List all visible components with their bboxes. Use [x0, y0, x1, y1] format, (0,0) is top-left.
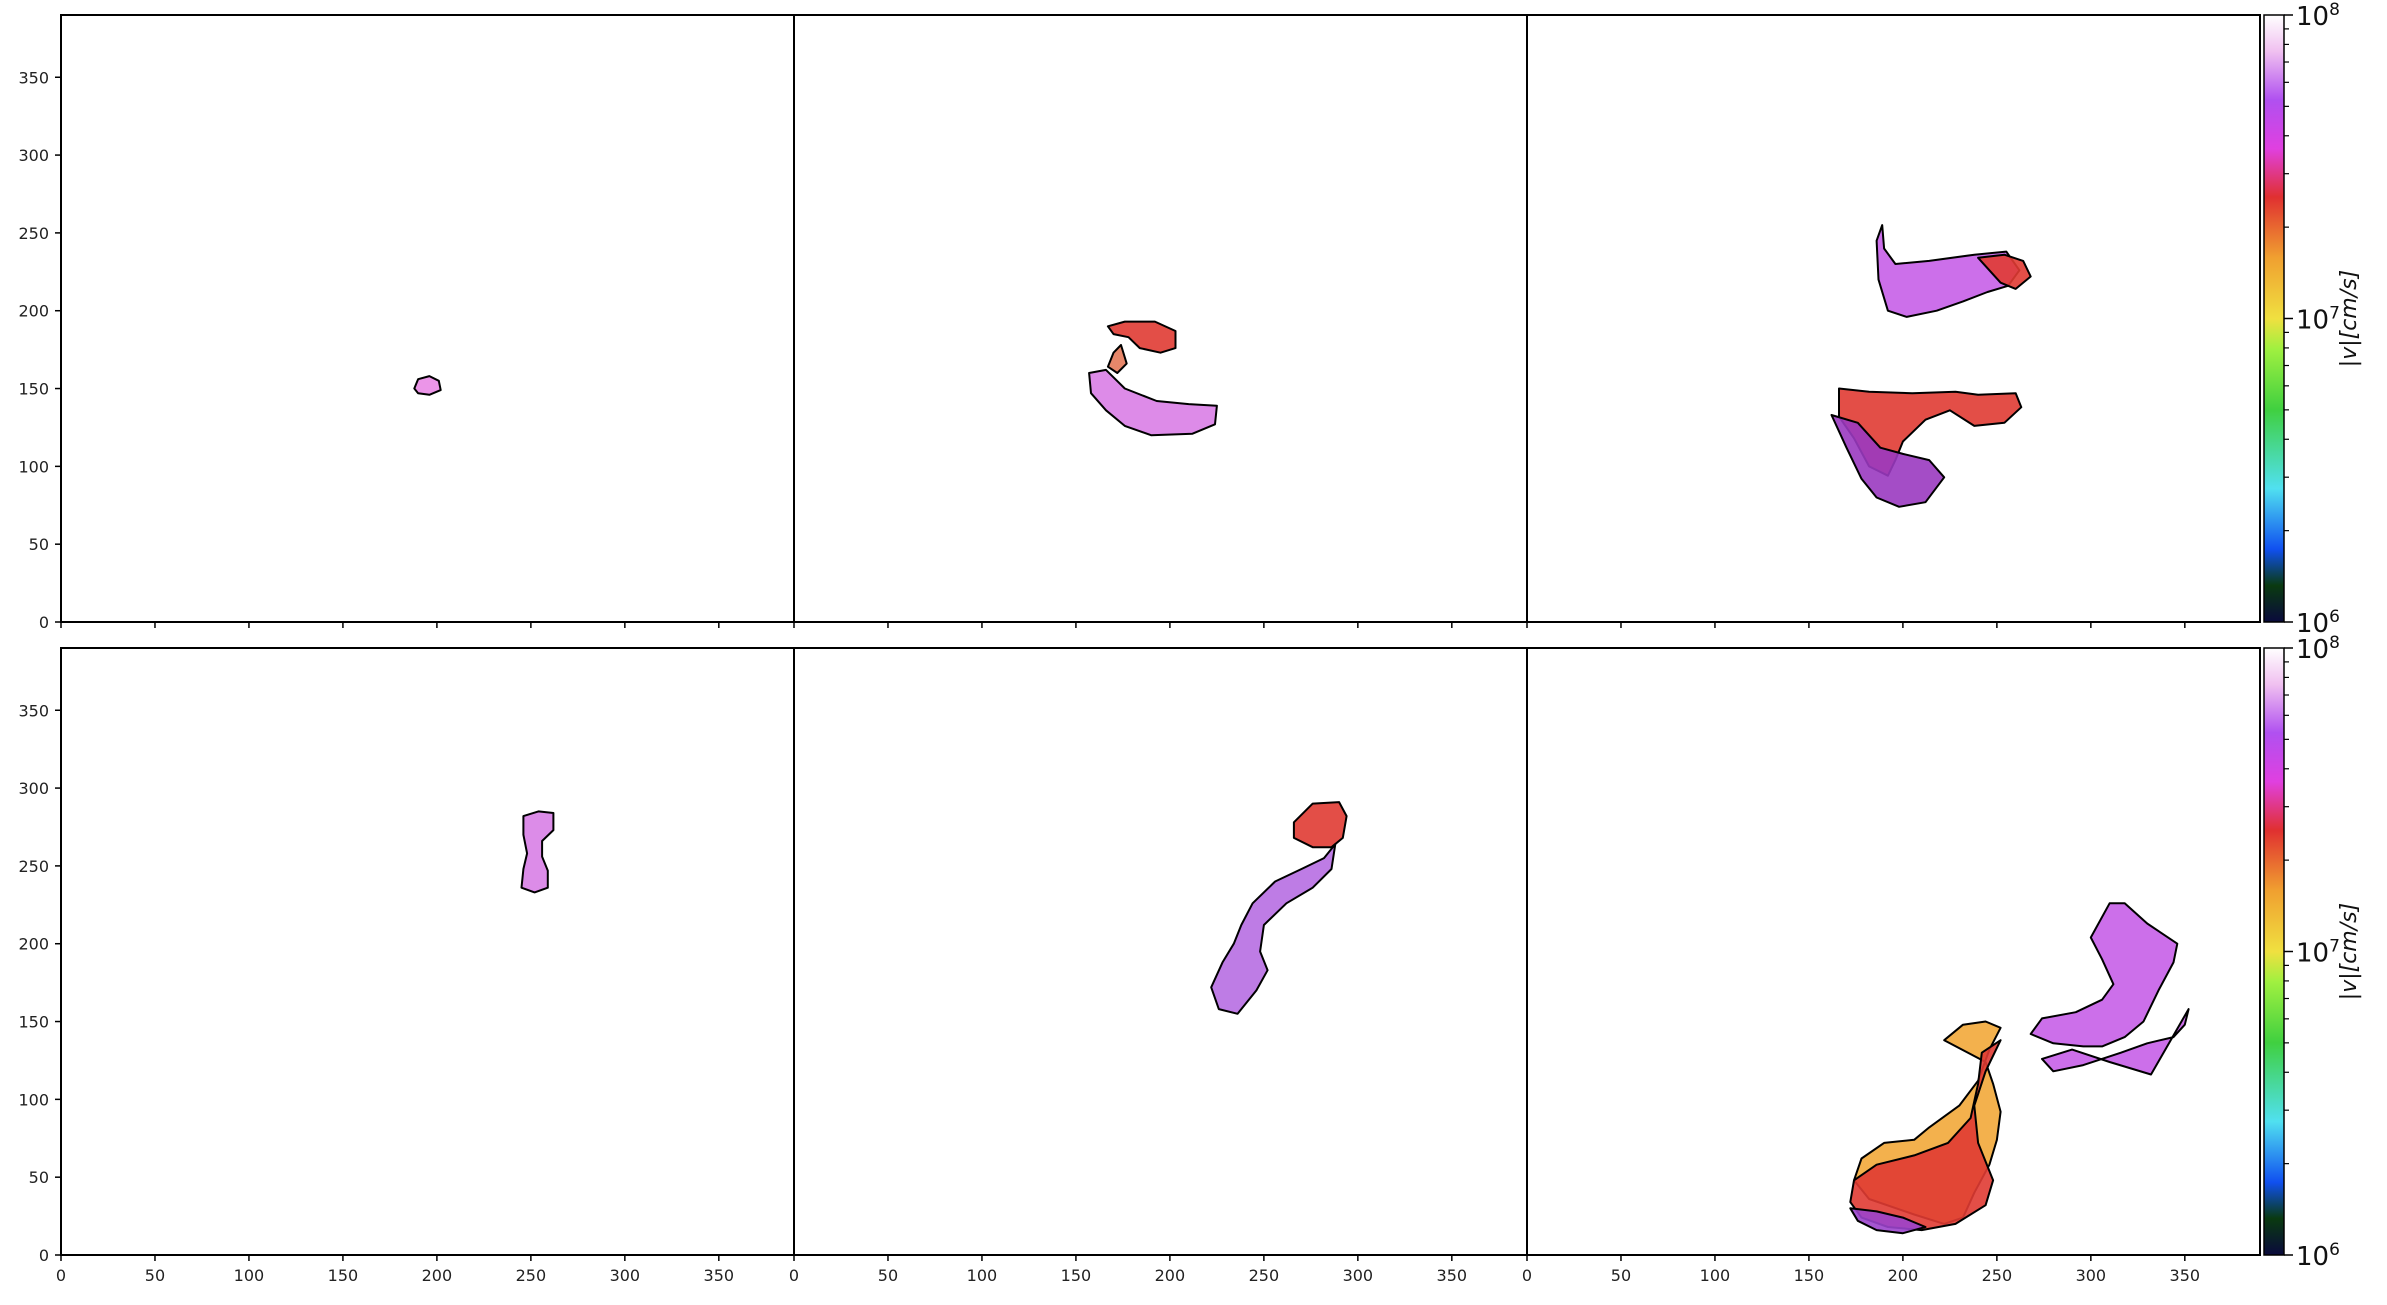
x-tick-label: 100 — [1700, 1266, 1731, 1285]
x-tick-label: 350 — [1437, 1266, 1468, 1285]
x-tick-label: 200 — [1155, 1266, 1186, 1285]
panel-top-left: 0 50 100 150 200 250 300 350 — [18, 14, 795, 632]
x-tick-label: 300 — [1343, 1266, 1374, 1285]
x-tick-label: 250 — [1982, 1266, 2013, 1285]
x-tick-label: 100 — [967, 1266, 998, 1285]
y-tick-label: 250 — [18, 857, 49, 876]
x-tick-label: 50 — [878, 1266, 898, 1285]
velocity-region — [1088, 368, 1218, 437]
y-tick-label: 150 — [18, 380, 49, 399]
velocity-region — [1292, 801, 1348, 849]
y-tick-label: 50 — [29, 535, 49, 554]
colorbar-tick-label: 106 — [2296, 1240, 2340, 1272]
y-tick-label: 350 — [18, 701, 49, 720]
y-tick-label: 200 — [18, 935, 49, 954]
panel-bottom-right: 0 50 100 150 200 250 300 350 — [1522, 647, 2261, 1285]
velocity-region — [1977, 253, 2032, 290]
x-tick-label: 200 — [422, 1266, 453, 1285]
panel-bottom-left: 0 50 100 150 200 250 300 350 0 50 100 150 200 250 300 3… — [18, 647, 795, 1285]
y-tick-label: 350 — [18, 68, 49, 87]
panel-top-right — [1526, 14, 2261, 628]
y-tick-label: 150 — [18, 1013, 49, 1032]
y-tick-label: 50 — [29, 1168, 49, 1187]
axes-frame — [60, 647, 795, 1256]
velocity-region — [1875, 224, 2021, 318]
panels: 0 50 100 150 200 250 300 350 0 50 100 150 200 250 300 3… — [18, 14, 2261, 1285]
y-tick-label: 250 — [18, 224, 49, 243]
x-tick-label: 250 — [1249, 1266, 1280, 1285]
colorbar-tick-label: 108 — [2296, 0, 2340, 32]
x-tick-label: 150 — [1794, 1266, 1825, 1285]
colorbar-tick-label: 108 — [2296, 633, 2340, 665]
y-tick-label: 100 — [18, 457, 49, 476]
y-tick-label: 0 — [39, 613, 49, 632]
axes-frame — [1526, 14, 2261, 623]
x-tick-label: 150 — [1061, 1266, 1092, 1285]
colorbar-tick-label: 107 — [2296, 304, 2340, 336]
colorbar-bottom: 106 107 108 |v|[cm/s] — [2263, 633, 2362, 1272]
panel-top-middle — [793, 14, 1528, 628]
x-tick-label: 300 — [2076, 1266, 2107, 1285]
x-tick-label: 350 — [2170, 1266, 2201, 1285]
x-tick-label: 0 — [56, 1266, 66, 1285]
x-tick-label: 300 — [610, 1266, 641, 1285]
y-tick-label: 100 — [18, 1090, 49, 1109]
x-tick-label: 0 — [789, 1266, 799, 1285]
colorbar-gradient — [2263, 14, 2285, 623]
x-tick-label: 0 — [1522, 1266, 1532, 1285]
x-tick-label: 100 — [234, 1266, 265, 1285]
velocity-region — [1830, 414, 1946, 508]
axes-frame — [60, 14, 795, 623]
y-tick-label: 200 — [18, 302, 49, 321]
velocity-region — [1210, 843, 1337, 1015]
velocity-region — [1849, 1207, 1927, 1235]
velocity-region — [2029, 902, 2179, 1048]
x-tick-label: 150 — [328, 1266, 359, 1285]
colorbar-title: |v|[cm/s] — [2337, 270, 2362, 367]
x-tick-label: 200 — [1888, 1266, 1919, 1285]
velocity-region — [520, 810, 555, 894]
velocity-region — [1106, 320, 1177, 354]
velocity-region — [2041, 1008, 2190, 1076]
y-tick-label: 300 — [18, 146, 49, 165]
x-tick-label: 350 — [704, 1266, 735, 1285]
panel-bottom-middle: 0 50 100 150 200 250 300 350 — [789, 647, 1528, 1285]
axes-frame — [793, 647, 1528, 1256]
axes-frame — [1526, 647, 2261, 1256]
axes-frame — [793, 14, 1528, 623]
x-tick-label: 50 — [145, 1266, 165, 1285]
colorbar-gradient — [2263, 647, 2285, 1256]
colorbar-title: |v|[cm/s] — [2337, 903, 2362, 1000]
colorbar-tick-label: 107 — [2296, 937, 2340, 969]
x-tick-label: 50 — [1611, 1266, 1631, 1285]
x-tick-label: 250 — [516, 1266, 547, 1285]
y-tick-label: 300 — [18, 779, 49, 798]
velocity-region — [413, 375, 442, 396]
velocity-region — [1106, 344, 1128, 374]
y-tick-label: 0 — [39, 1246, 49, 1265]
